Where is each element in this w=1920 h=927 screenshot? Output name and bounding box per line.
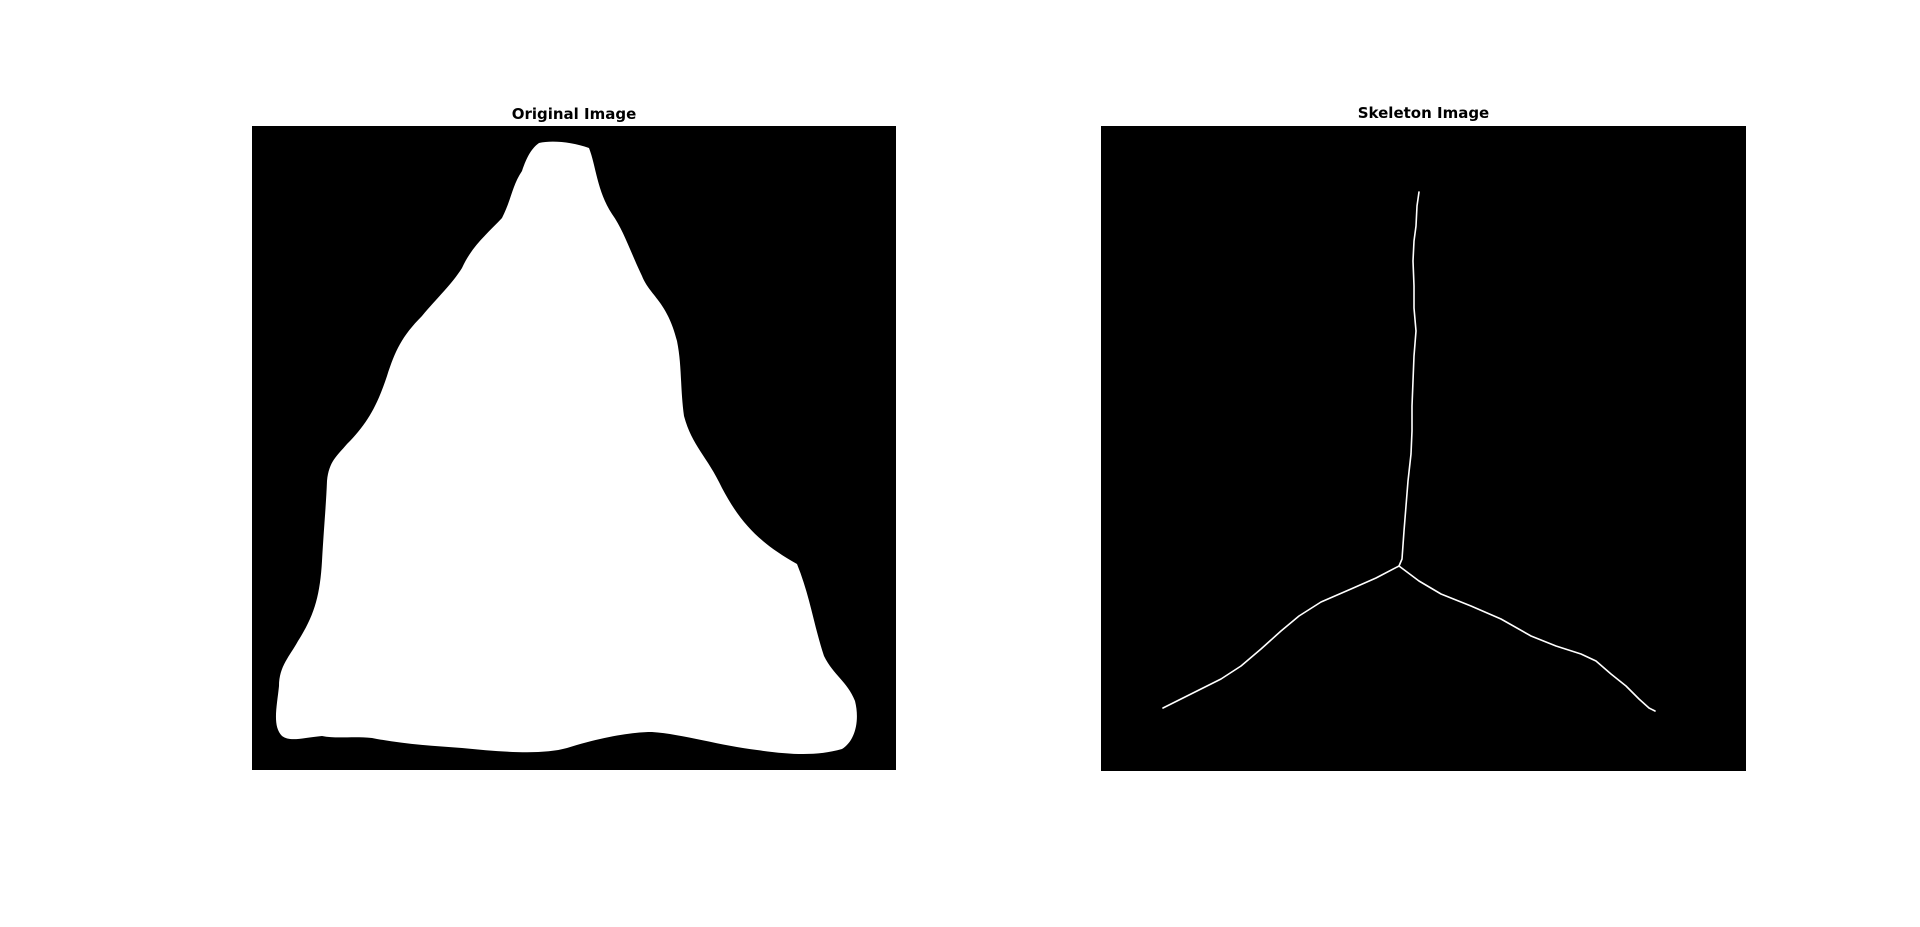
original-image-canvas	[275, 141, 857, 754]
skeleton-image-title: Skeleton Image	[1357, 104, 1490, 122]
original-image-title: Original Image	[511, 105, 637, 123]
binary-blob-shape	[275, 141, 857, 754]
original-image-axes	[252, 126, 896, 770]
skeleton-left-branch	[1162, 565, 1400, 709]
skeleton-image-axes	[1101, 126, 1746, 771]
skeleton-top-branch	[1398, 191, 1420, 567]
skeleton-image-canvas	[1162, 191, 1656, 712]
skeleton-right-branch	[1398, 565, 1656, 712]
